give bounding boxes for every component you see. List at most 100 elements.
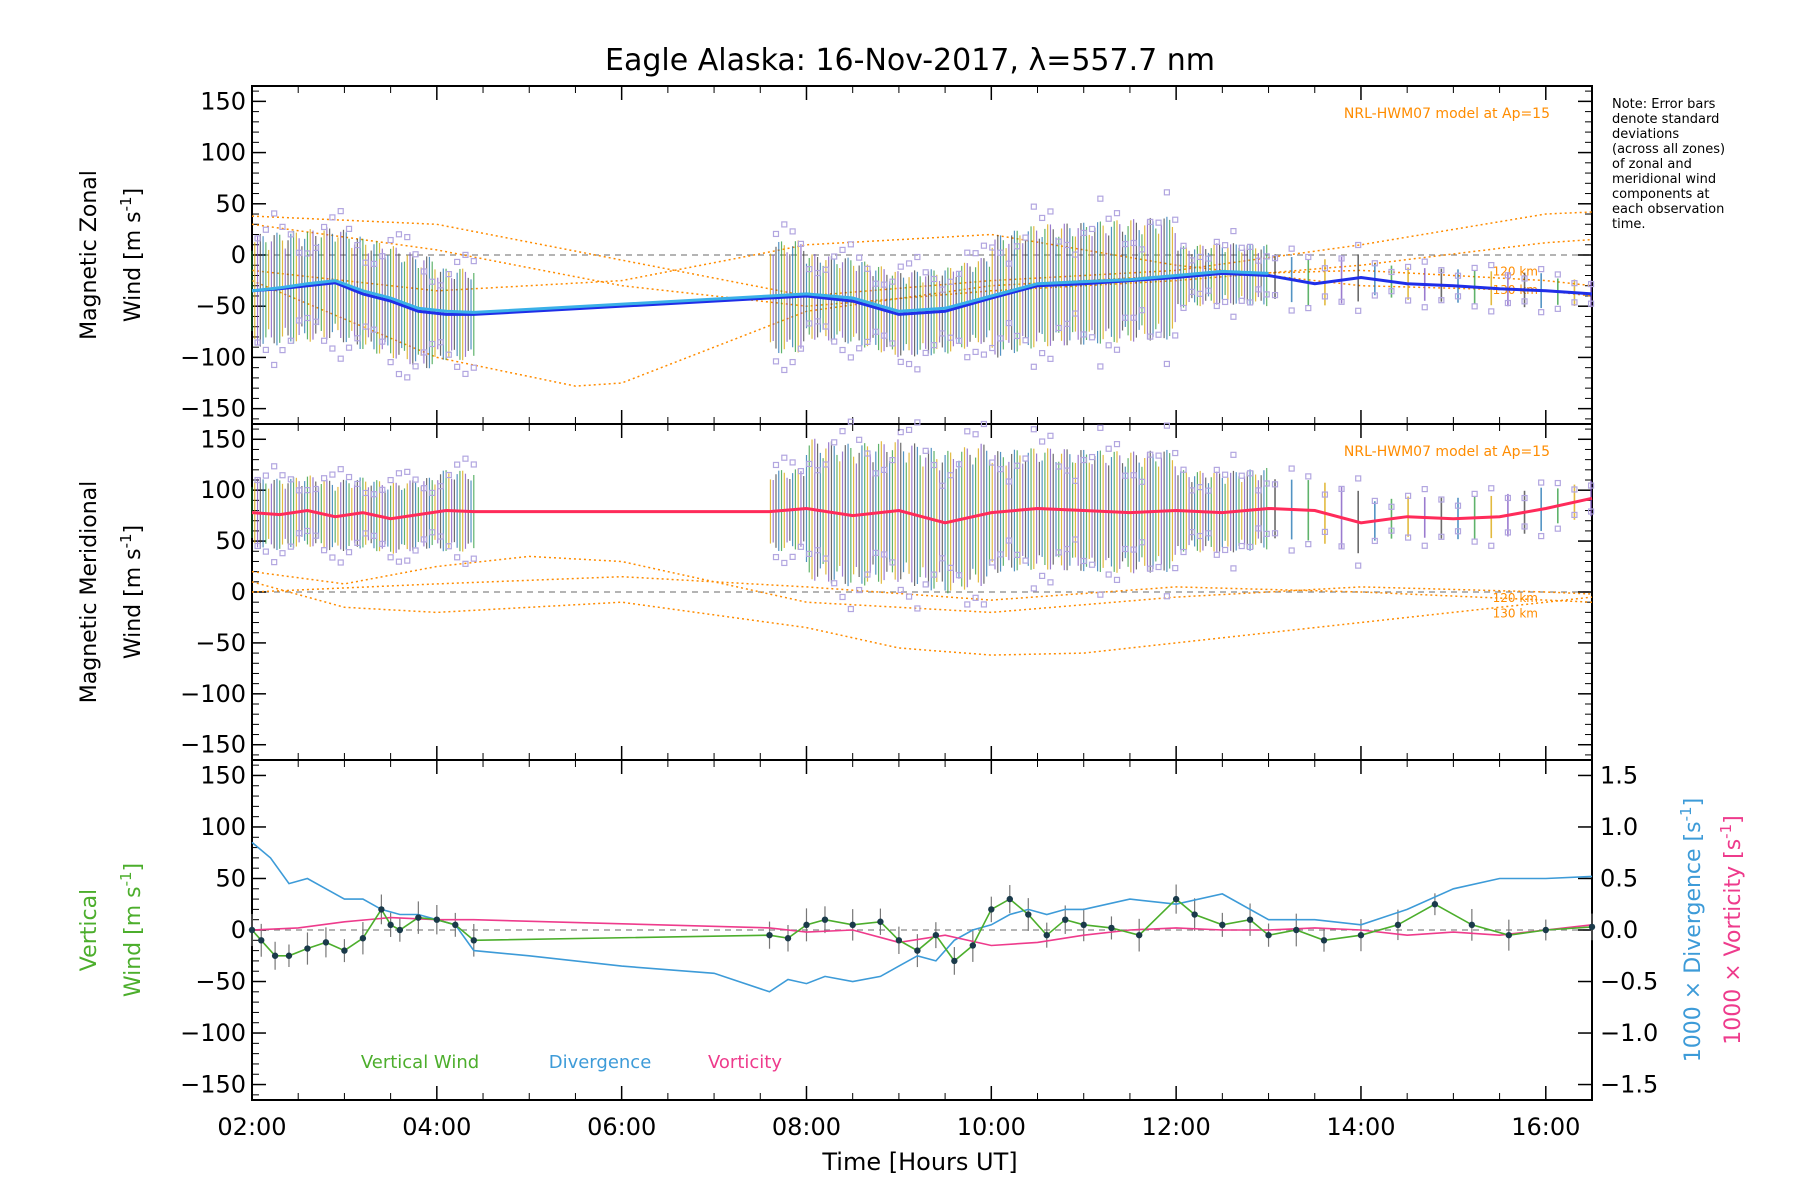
zone-point (1388, 527, 1395, 534)
zone-point (1371, 292, 1378, 299)
zone-point (1055, 463, 1062, 470)
zone-point (1197, 253, 1204, 261)
vertical-point (378, 906, 385, 913)
zone-point (1030, 426, 1037, 433)
x-axis-label: Time [Hours UT] (821, 1148, 1017, 1176)
vertical-point (932, 931, 940, 939)
zone-point (1338, 298, 1345, 305)
zone-point (1438, 267, 1445, 274)
zone-point (881, 281, 888, 288)
zone-point (781, 559, 788, 567)
vertical-point (470, 937, 477, 944)
vertical-point (1542, 926, 1549, 934)
zone-point (1188, 257, 1195, 264)
zone-point (312, 485, 319, 493)
zone-point (905, 260, 913, 267)
vertical-point (1357, 931, 1365, 939)
model-alt-label: 130 km (1493, 606, 1538, 620)
zone-point (1138, 307, 1146, 314)
meridional-wind-line (251, 496, 1593, 525)
zone-point (789, 553, 796, 560)
zone-point (1163, 360, 1170, 368)
zone-point (1521, 494, 1528, 502)
zone-point (429, 278, 436, 285)
zone-point (831, 338, 838, 345)
zone-point (1188, 288, 1195, 295)
zone-point (429, 489, 436, 496)
vertical-point (821, 916, 829, 923)
y-axis-label-line1: Vertical (77, 889, 102, 971)
zone-point (997, 249, 1004, 256)
zone-point (964, 249, 971, 256)
zone-point (1504, 272, 1512, 279)
zone-point (1421, 486, 1428, 493)
vertical-point (359, 935, 367, 942)
zone-point (329, 345, 336, 352)
zone-point (262, 548, 269, 555)
zone-point (1080, 229, 1087, 237)
zone-point (814, 318, 821, 325)
zone-point (379, 486, 386, 493)
y-axis-label-line1: Magnetic Meridional (77, 481, 102, 703)
zone-point (1246, 470, 1254, 477)
zone-point (395, 370, 403, 378)
zone-point (847, 241, 854, 248)
zone-point (1063, 241, 1071, 249)
x-tick-label: 06:00 (587, 1113, 656, 1141)
zonal-wind-line (251, 271, 1593, 316)
zone-point (1138, 478, 1146, 485)
zone-point (997, 335, 1004, 342)
zone-point (1222, 471, 1229, 478)
zone-point (997, 551, 1004, 558)
zone-point (287, 476, 294, 483)
zone-point (404, 557, 411, 564)
zone-point (939, 482, 946, 489)
zone-point (462, 370, 469, 378)
zone-point (1355, 562, 1362, 569)
zone-point (1421, 258, 1428, 265)
zone-point (279, 472, 286, 479)
zone-point (1080, 331, 1087, 338)
zone-point (1147, 565, 1154, 572)
zone-point (304, 527, 311, 535)
zone-point (1554, 479, 1561, 487)
zone-point (789, 459, 796, 466)
zone-point (1014, 462, 1021, 469)
zone-point (806, 320, 813, 327)
zone-point (980, 420, 988, 428)
zone-point (1030, 203, 1037, 210)
y-tick-label: −100 (180, 343, 246, 371)
zone-point (1039, 438, 1046, 445)
zone-point (454, 363, 461, 370)
zone-point (287, 543, 294, 550)
zone-point (1130, 314, 1137, 321)
zone-point (914, 253, 921, 261)
zone-point (1197, 290, 1204, 297)
zone-point (1222, 546, 1229, 554)
zone-point (1147, 451, 1154, 458)
zone-point (1404, 297, 1412, 304)
note-line: denote standard (1612, 112, 1719, 127)
zone-point (856, 345, 863, 352)
zone-point (1488, 542, 1495, 549)
zone-point (1047, 208, 1054, 215)
zone-point (1355, 241, 1362, 249)
x-tick-label: 08:00 (772, 1113, 841, 1141)
vertical-point (1080, 921, 1087, 929)
zone-point (1454, 528, 1462, 535)
zone-point (1105, 571, 1112, 578)
zone-point (847, 605, 854, 613)
zone-point (955, 337, 963, 344)
vertical-point (415, 914, 422, 921)
zone-point (914, 605, 921, 612)
y2-label-text: 1000 × Divergence [s (1681, 821, 1706, 1062)
y-tick-label: 0 (231, 241, 246, 269)
vertical-point (1172, 895, 1180, 903)
zone-point (387, 476, 394, 484)
zone-point (955, 270, 963, 277)
zone-point (345, 549, 353, 556)
zone-point (1504, 299, 1512, 307)
zone-point (329, 471, 336, 478)
zone-point (847, 418, 854, 425)
